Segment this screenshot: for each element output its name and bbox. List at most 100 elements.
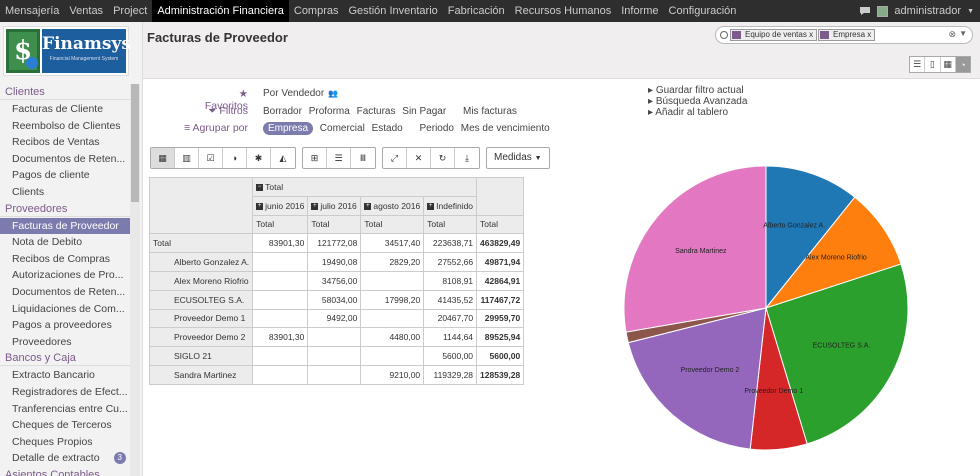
pie-slice[interactable] (623, 165, 767, 333)
row-header[interactable]: Alberto Gonzalez A. (148, 252, 254, 272)
avatar[interactable] (877, 5, 889, 17)
sidebar-item[interactable]: Recibos de Compras (0, 251, 130, 268)
row-header[interactable]: Proveedor Demo 1 (148, 308, 254, 329)
row-header[interactable]: Alex Moreno Riofrio (148, 270, 254, 291)
filtros-label[interactable]: ⏷ Filtros (193, 105, 248, 118)
asterisk-icon[interactable]: ✱ (247, 148, 271, 168)
sidebar-item[interactable]: Pagos a proveedores (0, 317, 130, 334)
search-options-caret-icon[interactable]: ▼ (959, 29, 967, 38)
bar-chart-icon[interactable]: ▥ (175, 148, 199, 168)
sidebar-item[interactable]: Facturas de Proveedor (0, 217, 130, 235)
scrollbar-thumb[interactable] (131, 84, 139, 202)
filter-option[interactable]: Facturas (356, 106, 396, 117)
form-view-icon[interactable]: ▯ (925, 57, 941, 72)
groupby-option-active[interactable]: Empresa (263, 122, 314, 135)
sidebar-item[interactable]: Proveedores (0, 334, 130, 351)
sidebar-item[interactable]: Pagos de cliente (0, 167, 130, 184)
user-menu[interactable]: administrador (894, 5, 962, 17)
topnav-item[interactable]: Administración Financiera (152, 0, 289, 22)
add-dashboard-link[interactable]: ▸ Añadir al tablero (648, 107, 729, 118)
topnav-item[interactable]: Fabricación (447, 5, 505, 17)
sidebar-item[interactable]: Clients (0, 184, 130, 201)
chevron-down-icon[interactable]: ▼ (967, 7, 974, 15)
grid-icon[interactable]: ⊞ (303, 148, 327, 168)
row-header[interactable]: ECUSOLTEG S.A. (148, 289, 254, 310)
topnav-item[interactable]: Recursos Humanos (514, 5, 612, 17)
expand-plus-icon[interactable]: + (364, 202, 372, 210)
pie-slice[interactable] (627, 307, 767, 450)
topnav-item[interactable]: Project (113, 5, 148, 17)
pivot-col-header[interactable]: + agosto 2016 (360, 195, 425, 216)
filter-option[interactable]: Borrador (263, 106, 302, 117)
sidebar-item[interactable]: Detalle de extracto 3 (0, 450, 130, 467)
filter-option[interactable]: Por Vendedor (263, 88, 325, 99)
favoritos-label[interactable]: ★ Favoritos (193, 88, 248, 112)
swap-axis-icon[interactable]: ✕ (407, 148, 431, 168)
download-icon[interactable]: ⤓ (465, 152, 469, 163)
pivot-col-header[interactable]: + julio 2016 (307, 195, 362, 216)
sidebar-item[interactable]: Registradores de Efect... (0, 384, 130, 401)
topnav-item[interactable]: Compras (293, 5, 339, 17)
sidebar-item[interactable]: Recibos de Ventas (0, 134, 130, 151)
pie-slice[interactable] (765, 165, 856, 310)
topnav-item[interactable]: Configuración (668, 5, 737, 17)
filter-option[interactable]: Proforma (308, 106, 350, 117)
agrupar-label[interactable]: ≡ Agrupar por (183, 122, 248, 134)
filter-option[interactable]: Mis facturas (462, 106, 517, 117)
sidebar-item[interactable]: Reembolso de Clientes (0, 118, 130, 135)
pie-slice[interactable] (764, 196, 902, 309)
pivot-col-header[interactable]: + Indefinido (423, 195, 478, 216)
facet-equipo-ventas[interactable]: Equipo de ventas x (730, 29, 818, 41)
sidebar-item[interactable]: Nota de Debito (0, 234, 130, 251)
expand-plus-icon[interactable]: + (427, 202, 435, 210)
topnav-item[interactable]: Ventas (69, 5, 104, 17)
sidebar-item[interactable]: Cheques Propios (0, 434, 130, 451)
row-header[interactable]: Proveedor Demo 2 (148, 327, 254, 348)
filter-option[interactable]: Sin Pagar (402, 106, 447, 117)
calendar-view-icon[interactable]: ▦ (941, 57, 956, 72)
list-view-icon[interactable]: ☰ (910, 57, 926, 72)
clear-search-icon[interactable]: ⊗ (948, 29, 956, 39)
collapse-icon[interactable]: − (256, 184, 264, 192)
sidebar-scrollbar[interactable] (130, 84, 140, 476)
area-chart-icon[interactable]: ◭ (279, 152, 287, 163)
facet-remove-icon[interactable]: x (867, 30, 872, 39)
sidebar-item[interactable]: Extracto Bancario (0, 367, 130, 384)
topnav-item[interactable]: Gestión Inventario (348, 5, 438, 17)
sidebar-item[interactable]: Autorizaciones de Pro... (0, 267, 130, 284)
advanced-search-link[interactable]: ▸ Búsqueda Avanzada (648, 96, 748, 107)
sidebar-item[interactable]: Cheques de Terceros (0, 417, 130, 434)
topnav-item[interactable]: Mensajería (5, 5, 60, 17)
groupby-option[interactable]: Comercial (319, 123, 365, 134)
checkbox-chart-icon[interactable]: ☑ (199, 148, 223, 168)
columns-icon[interactable]: Ⅲ (359, 152, 367, 163)
pivot-col-header[interactable]: + junio 2016 (252, 195, 309, 216)
rows-icon[interactable]: ☰ (327, 148, 351, 168)
facet-remove-icon[interactable]: x (809, 30, 814, 39)
topnav-item[interactable]: Informe (621, 5, 659, 17)
groupby-option[interactable]: Mes de vencimiento (460, 123, 550, 134)
groupby-option[interactable]: Estado (371, 123, 403, 134)
measures-dropdown[interactable]: Medidas ▼ (486, 147, 550, 169)
search-input[interactable]: Equipo de ventas x Empresa x ⊗ ▼ (715, 26, 973, 44)
pie-slice[interactable] (765, 263, 909, 445)
chat-icon[interactable] (859, 6, 871, 16)
sidebar-item[interactable]: Facturas de Cliente (0, 101, 130, 118)
sidebar-item[interactable]: Liquidaciones de Com... (0, 301, 130, 318)
row-header[interactable]: Sandra Martinez (148, 364, 254, 385)
expand-plus-icon[interactable]: + (311, 202, 319, 210)
company-logo[interactable]: $ Finamsys Financial Management System (3, 26, 131, 76)
pie-chart-icon[interactable]: ◑ (223, 148, 247, 168)
row-header[interactable]: SIGLO 21 (148, 346, 254, 366)
expand-plus-icon[interactable]: + (256, 202, 264, 210)
sidebar-item[interactable]: Tranferencias entre Cu... (0, 401, 130, 418)
expand-icon[interactable]: ⤢ (383, 148, 407, 168)
groupby-option[interactable]: Periodo (419, 123, 454, 134)
table-mode-icon[interactable]: ▦ (151, 148, 175, 168)
pivot-view-icon[interactable]: ◔ (955, 57, 970, 72)
refresh-icon[interactable]: ↻ (431, 148, 455, 168)
facet-empresa[interactable]: Empresa x (818, 29, 876, 41)
save-filter-link[interactable]: ▸ Guardar filtro actual (648, 85, 744, 96)
sidebar-item[interactable]: Documentos de Reten... (0, 151, 130, 168)
row-header[interactable]: Total (148, 233, 254, 254)
